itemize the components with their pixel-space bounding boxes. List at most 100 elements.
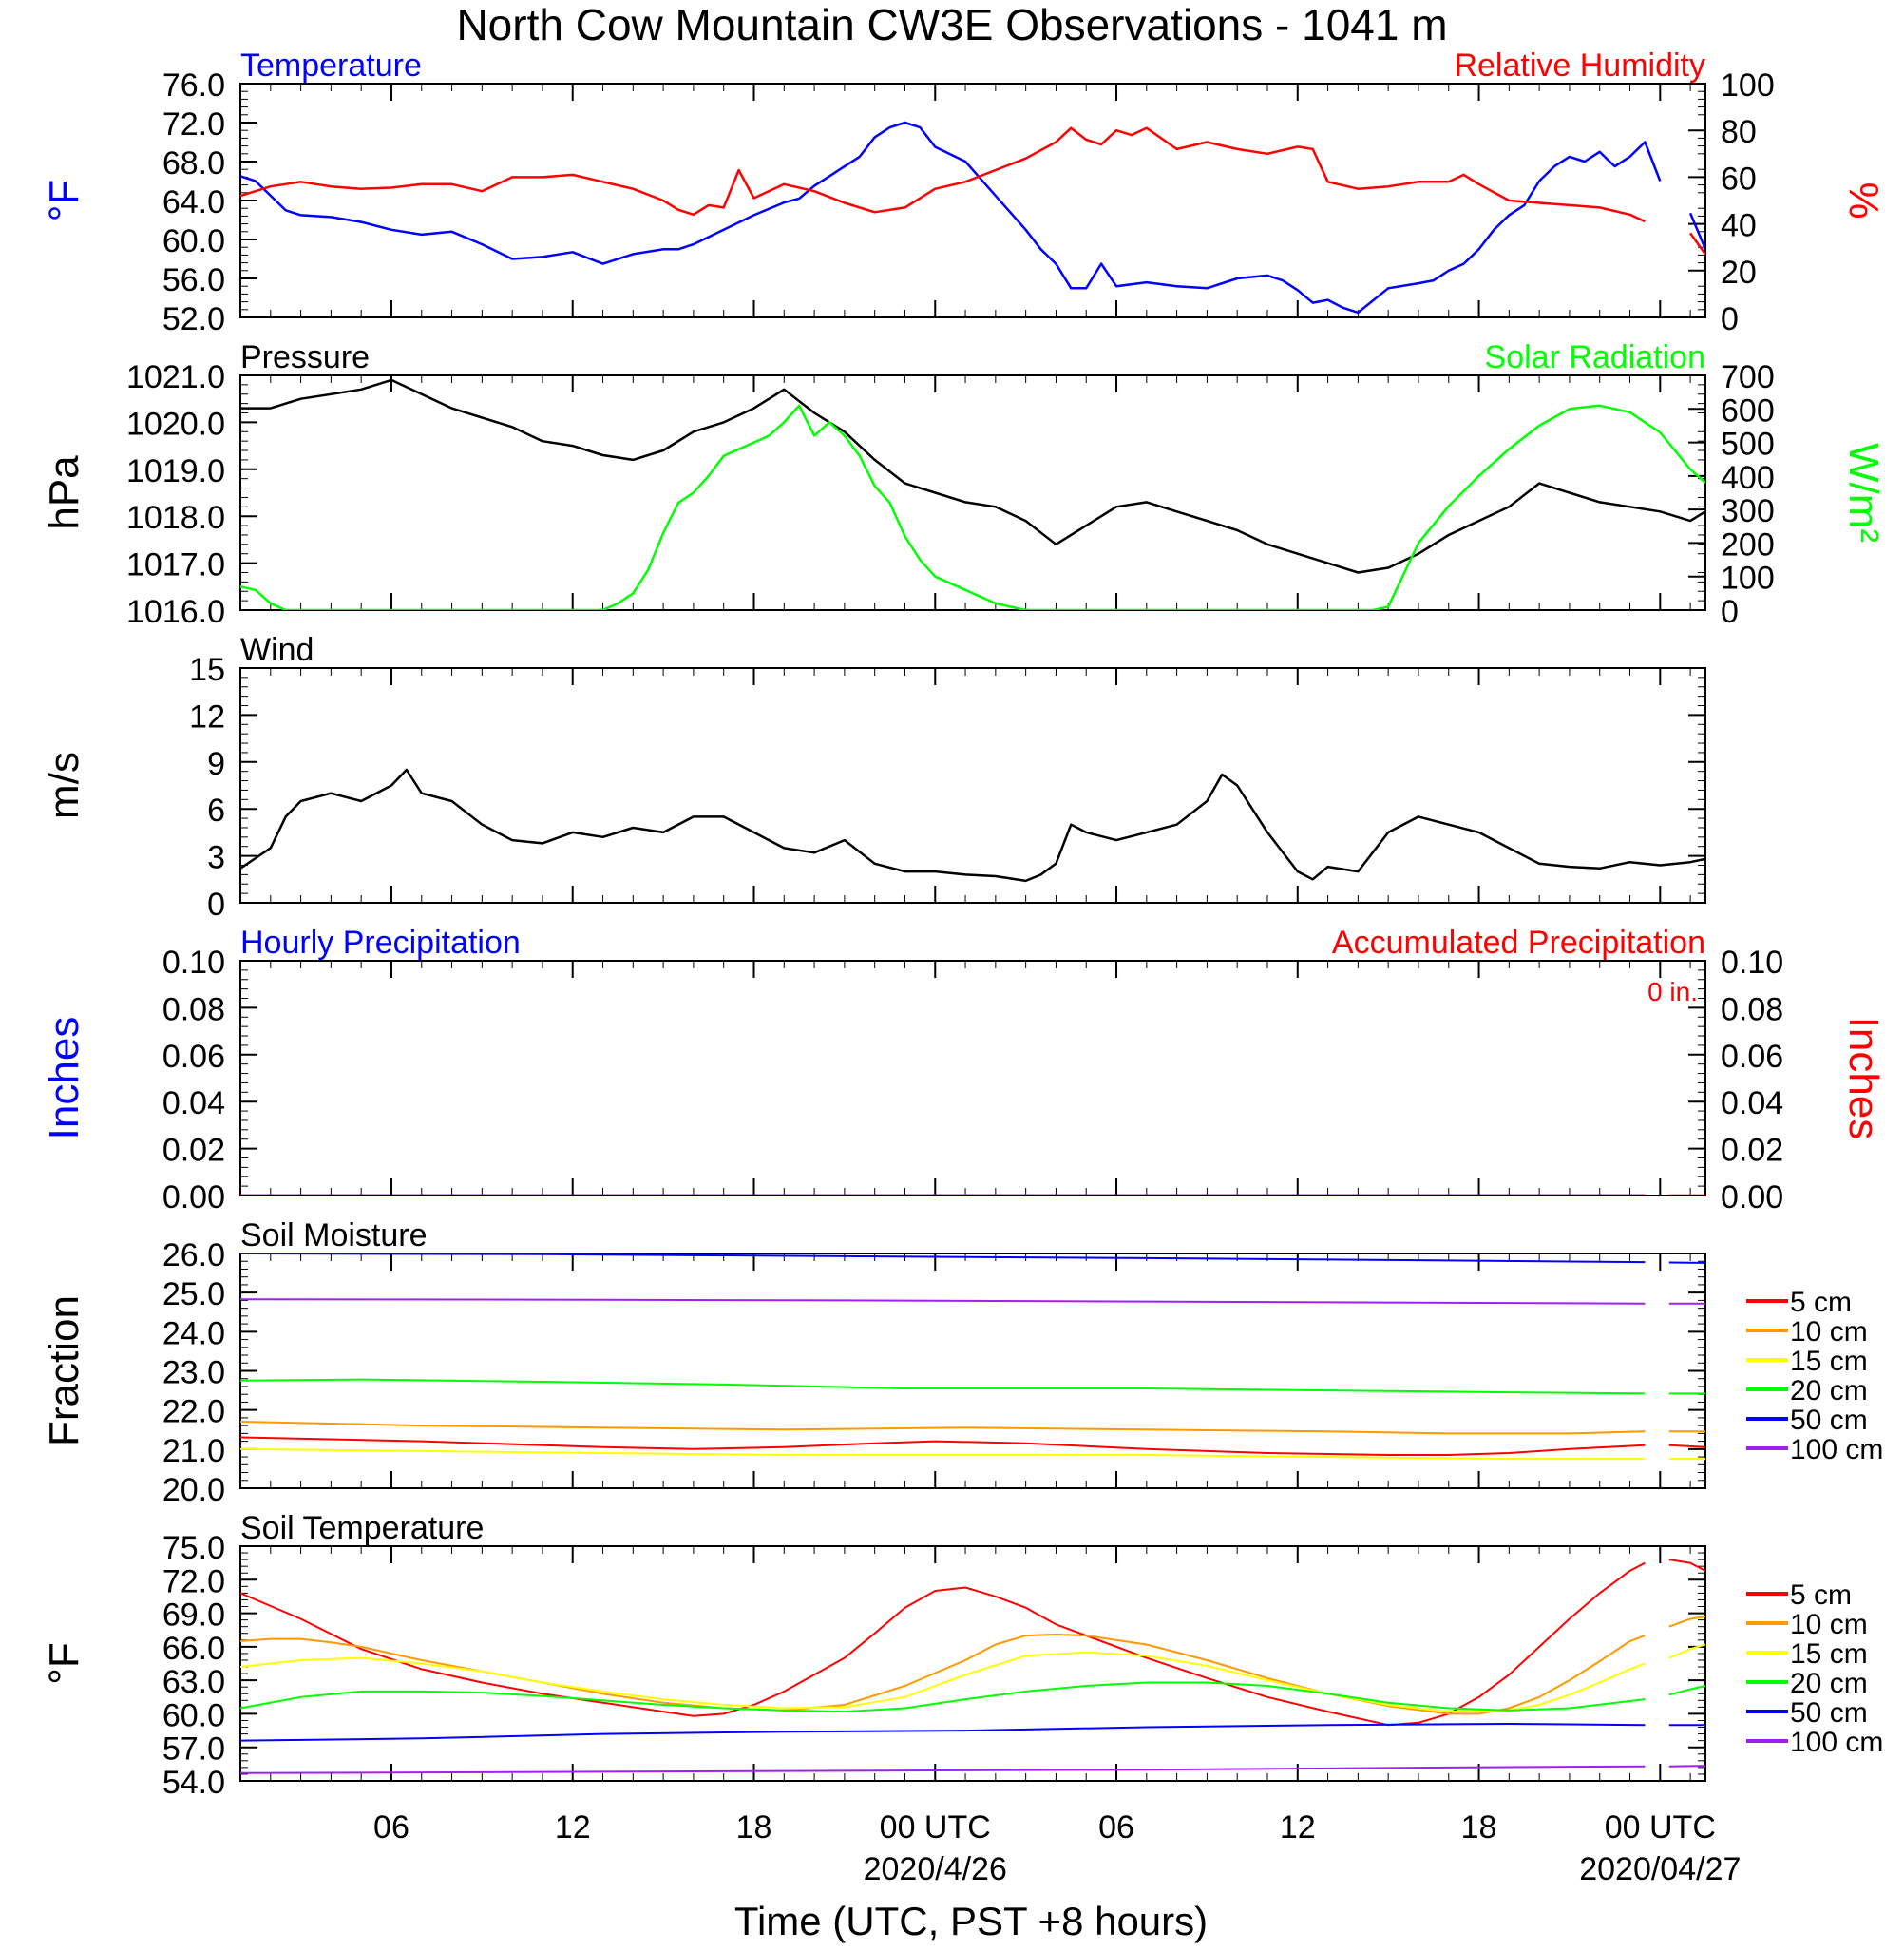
y-axis-label-left: hPa [41,455,87,530]
panel-title-left: Wind [240,632,314,668]
y-tick-label-left: 20.0 [162,1472,225,1508]
x-tick-label: 00 UTC [880,1809,991,1846]
y-tick-label-left: 21.0 [162,1433,225,1469]
y-tick-label-right: 0.06 [1721,1039,1783,1075]
y-tick-label-left: 52.0 [162,301,225,337]
panel-temp-rh: 52.056.060.064.068.072.076.0 0 20 40 60 80 100… [41,48,1887,337]
x-tick-labels: 06 12 18 00 UTC 2020/4/26 06 12 18 00 UTC 2020/04… [373,1809,1741,1887]
y-tick-label-left: 0.06 [162,1039,225,1075]
x-tick-label: 18 [1461,1809,1497,1846]
x-tick-label: 12 [555,1809,591,1846]
y-tick-label-left: 54.0 [162,1765,225,1801]
legend-label: 100 cm [1790,1434,1883,1465]
y-axis-label-right: Inches [1840,1017,1887,1140]
y-tick-label-right: 100 [1721,561,1775,597]
x-tick-label: 00 UTC [1605,1809,1716,1846]
panel-title-left: Soil Moisture [240,1217,428,1253]
y-axis-label-left: Inches [41,1017,87,1140]
y-tick-label-right: 0.10 [1721,945,1783,981]
panel-soil-moisture: 20.021.022.023.0 24.025.026.0 Soil Moistur… [41,1217,1883,1508]
series-line-20-cm [240,1681,1705,1713]
y-tick-label-left: 1021.0 [126,359,225,395]
y-axis-label-right: W/m² [1840,443,1887,543]
x-axis-label: Time (UTC, PST +8 hours) [734,1899,1208,1943]
y-tick-label-left: 1017.0 [126,547,225,583]
legend-label: 50 cm [1790,1405,1868,1436]
series-line-relative-humidity [240,126,1705,256]
x-date-label: 2020/4/26 [864,1851,1007,1887]
series-group [240,378,1705,610]
series-line-wind [240,768,1705,883]
y-tick-label-right: 80 [1721,114,1757,150]
series-line-solar-radiation [240,404,1705,610]
series-group [240,121,1705,315]
series-line-50-cm [240,1723,1705,1742]
y-tick-label-left: 3 [207,840,225,876]
panel-title-left: Temperature [240,48,422,84]
x-tick-label: 18 [736,1809,772,1846]
y-tick-label-right: 700 [1721,359,1775,395]
series-line-10-cm [240,1616,1705,1715]
panel-title-left: Hourly Precipitation [240,925,521,961]
legend-label: 15 cm [1790,1638,1868,1670]
legend-label: 100 cm [1790,1727,1883,1758]
y-tick-label-right: 0.08 [1721,991,1783,1027]
series-line-pressure [240,378,1705,574]
series-line-100-cm [240,1298,1705,1305]
y-tick-label-right: 100 [1721,67,1775,104]
y-axis-label-left: m/s [41,752,87,819]
legend-label: 20 cm [1790,1375,1868,1406]
y-tick-label-left: 66.0 [162,1631,225,1667]
y-tick-label-left: 1016.0 [126,594,225,630]
legend-label: 10 cm [1790,1316,1868,1348]
y-tick-label-right: 300 [1721,493,1775,529]
plot-frame [239,1545,1706,1782]
panel-precip: 0.00 0.02 0.04 0.06 0.08 0.10 0.00 0.02 0.04 0.06… [41,925,1887,1215]
y-tick-label-left: 76.0 [162,67,225,104]
legend-label: 10 cm [1790,1609,1868,1640]
series-line-10-cm [240,1421,1705,1435]
panel-title-left: Pressure [240,339,370,375]
y-tick-label-left: 0.02 [162,1133,225,1169]
y-tick-label-right: 0.02 [1721,1133,1783,1169]
y-tick-label-left: 72.0 [162,1563,225,1599]
y-tick-label-right: 500 [1721,427,1775,463]
legend-label: 50 cm [1790,1697,1868,1729]
x-tick-label: 12 [1280,1809,1316,1846]
y-axis-label-left: °F [41,180,87,221]
x-date-label: 2020/04/27 [1579,1851,1741,1887]
y-tick-label-right: 20 [1721,255,1757,291]
y-tick-label-left: 26.0 [162,1237,225,1273]
plot-frame [239,667,1706,904]
y-tick-label-left: 56.0 [162,262,225,298]
y-tick-label-left: 75.0 [162,1530,225,1566]
y-tick-label-left: 23.0 [162,1355,225,1391]
y-tick-label-left: 64.0 [162,184,225,220]
panel-pressure-solar: 1016.0 1017.0 1018.0 1019.0 1020.0 1021.0 0100… [41,339,1887,630]
x-tick-label: 06 [373,1809,409,1846]
series-group [240,1253,1705,1461]
legend-label: 15 cm [1790,1346,1868,1377]
series-line-15-cm [240,1643,1705,1713]
series-line-50-cm [240,1253,1705,1264]
y-tick-label-left: 12 [189,698,225,735]
y-tick-label-left: 1018.0 [126,500,225,536]
y-tick-label-left: 22.0 [162,1394,225,1430]
y-axis-label-left: °F [41,1642,87,1684]
y-tick-label-left: 57.0 [162,1731,225,1768]
y-tick-label-right: 0.00 [1721,1179,1783,1215]
y-tick-label-left: 0.00 [162,1179,225,1215]
y-tick-label-left: 60.0 [162,223,225,259]
panel-title-right: Solar Radiation [1485,339,1705,375]
panel-title-left: Soil Temperature [240,1510,484,1546]
y-tick-label-right: 0.04 [1721,1085,1783,1121]
panel-title-right: Accumulated Precipitation [1332,925,1705,961]
y-tick-label-right: 400 [1721,460,1775,496]
series-line-temperature [240,121,1705,315]
series-group [240,768,1705,883]
y-tick-label-left: 63.0 [162,1664,225,1700]
panel-title-right: Relative Humidity [1454,48,1705,84]
y-axis-label-right: % [1840,182,1887,219]
y-tick-label-left: 1020.0 [126,406,225,442]
